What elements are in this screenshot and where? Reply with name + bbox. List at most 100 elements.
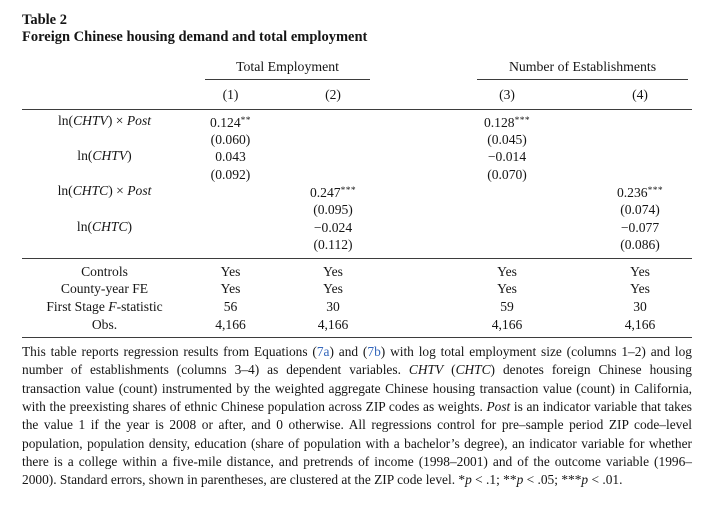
statistic-cell: Yes <box>497 263 517 279</box>
column-gap <box>392 110 426 149</box>
text-run: is an indicator variable that takes the … <box>22 399 692 488</box>
text-run: -statistic <box>116 298 163 314</box>
equation-link[interactable]: 7b <box>367 344 381 360</box>
standard-error: (0.074) <box>620 201 660 217</box>
italic-term: p <box>516 472 524 488</box>
statistic-cell: 4,166 <box>588 315 693 339</box>
statistic-row: County-year FE Yes Yes Yes Yes <box>22 280 692 298</box>
standard-error <box>426 236 588 254</box>
column-gap <box>392 315 427 339</box>
text-run: ) denotes foreign Chinese housing transa… <box>22 362 692 415</box>
standard-error: (0.112) <box>313 237 353 253</box>
italic-term: p <box>465 472 472 488</box>
coefficient-row: ln(CHTC) × Post 0.247*** (0.095) 0.236***… <box>22 183 692 218</box>
row-label: ln(CHTV) <box>22 148 187 183</box>
text-run: ) and ( <box>329 344 368 360</box>
coefficient-value: −0.014 <box>487 149 527 165</box>
row-label: County-year FE <box>22 280 187 298</box>
col-1-header: (1) <box>187 80 274 110</box>
col-3-header: (3) <box>426 80 589 110</box>
text-run: ( <box>443 362 456 378</box>
text-run: This table reports regression results fr… <box>22 344 317 360</box>
statistics-rows: Controls Yes Yes Yes Yes County-year FE Yes Yes… <box>22 258 693 339</box>
statistic-cell: 4,166 <box>187 315 274 339</box>
coefficient-cell: −0.077 (0.086) <box>588 218 693 259</box>
text-run: ) × <box>107 113 127 128</box>
italic-term: CHTC <box>92 218 128 234</box>
group-header-row: Total Employment Number of Establishment… <box>22 59 692 80</box>
column-group-number-of-establishments: Number of Establishments <box>477 59 689 80</box>
text-run: ln( <box>77 148 93 164</box>
coefficient-cell <box>187 218 274 259</box>
statistic-row: First Stage F-statistic 56 30 59 30 <box>22 298 692 316</box>
equation-link[interactable]: 7a <box>316 344 330 360</box>
coefficient-value <box>187 183 274 201</box>
col-2-header: (2) <box>274 80 393 110</box>
standard-error <box>588 166 692 184</box>
statistic-cell: 4,166 <box>426 315 589 339</box>
statistic-cell: Yes <box>497 281 517 297</box>
statistic-cell: Yes <box>323 281 343 297</box>
coefficient-value <box>274 113 392 131</box>
text-run: Obs. <box>91 316 118 332</box>
coefficient-cell <box>426 218 589 259</box>
italic-term: p <box>581 472 589 488</box>
coefficient-value: 0.043 <box>215 149 246 165</box>
significance-stars: *** <box>647 186 664 197</box>
statistic-cell: Yes <box>220 263 241 279</box>
group-header-cell: Total Employment <box>187 59 392 80</box>
row-label: Obs. <box>22 315 187 339</box>
italic-term: CHTV <box>92 148 128 164</box>
coefficient-value <box>274 148 392 166</box>
standard-error: (0.095) <box>313 201 353 217</box>
standard-error <box>274 166 392 184</box>
text-run: County-year FE <box>60 281 149 297</box>
significance-stars: *** <box>514 116 531 126</box>
column-group-total-employment: Total Employment <box>205 59 371 80</box>
standard-error: (0.092) <box>210 166 251 182</box>
statistic-cell: 30 <box>633 298 647 314</box>
italic-term: F <box>108 298 117 314</box>
text-run: < .05; *** <box>523 472 582 488</box>
coefficient-cell: 0.128*** (0.045) <box>426 110 588 149</box>
coefficient-cell <box>588 148 692 183</box>
coefficient-value: −0.077 <box>620 219 660 235</box>
coefficient-value: 0.236*** <box>616 185 664 201</box>
italic-term: Post <box>127 183 152 199</box>
coefficient-cell: 0.124** (0.060) <box>187 110 274 149</box>
column-gap <box>392 298 426 316</box>
statistic-row: Obs. 4,166 4,166 4,166 4,166 <box>22 315 693 339</box>
row-label: ln(CHTC) <box>22 218 187 259</box>
coefficient-value: 0.128*** <box>483 115 531 130</box>
text-run: ln( <box>76 218 93 234</box>
italic-term: CHTC <box>72 183 109 199</box>
italic-term: CHTV <box>73 113 108 128</box>
empty-cell <box>22 80 187 110</box>
text-run: ln( <box>57 183 73 199</box>
coefficient-rows: ln(CHTV) × Post 0.124** (0.060) 0.128*** (0… <box>22 110 693 259</box>
column-gap <box>392 59 426 80</box>
standard-error <box>426 201 588 219</box>
standard-error: (0.070) <box>487 166 527 182</box>
coefficient-value <box>187 219 274 237</box>
regression-table: Total Employment Number of Establishment… <box>22 59 693 339</box>
coefficient-value <box>588 148 692 166</box>
coefficient-row: ln(CHTV) × Post 0.124** (0.060) 0.128*** (0… <box>22 110 692 149</box>
coefficient-cell <box>274 110 392 149</box>
standard-error: (0.060) <box>210 131 251 147</box>
coefficient-value <box>588 113 692 131</box>
statistic-row: Controls Yes Yes Yes Yes <box>22 258 692 280</box>
col-4-header: (4) <box>588 80 693 110</box>
standard-error <box>187 201 274 219</box>
standard-error: (0.045) <box>487 131 527 147</box>
statistic-cell: Yes <box>630 281 650 297</box>
statistic-cell: 30 <box>326 298 340 314</box>
coefficient-cell <box>274 148 392 183</box>
table-title: Foreign Chinese housing demand and total… <box>22 29 368 45</box>
significance-stars: *** <box>340 186 357 197</box>
coefficient-cell: 0.247*** (0.095) <box>274 183 392 218</box>
italic-term: Post <box>486 399 511 415</box>
empty-cell <box>22 59 187 80</box>
text-run: First Stage <box>46 298 109 314</box>
row-label: ln(CHTV) × Post <box>22 110 187 149</box>
